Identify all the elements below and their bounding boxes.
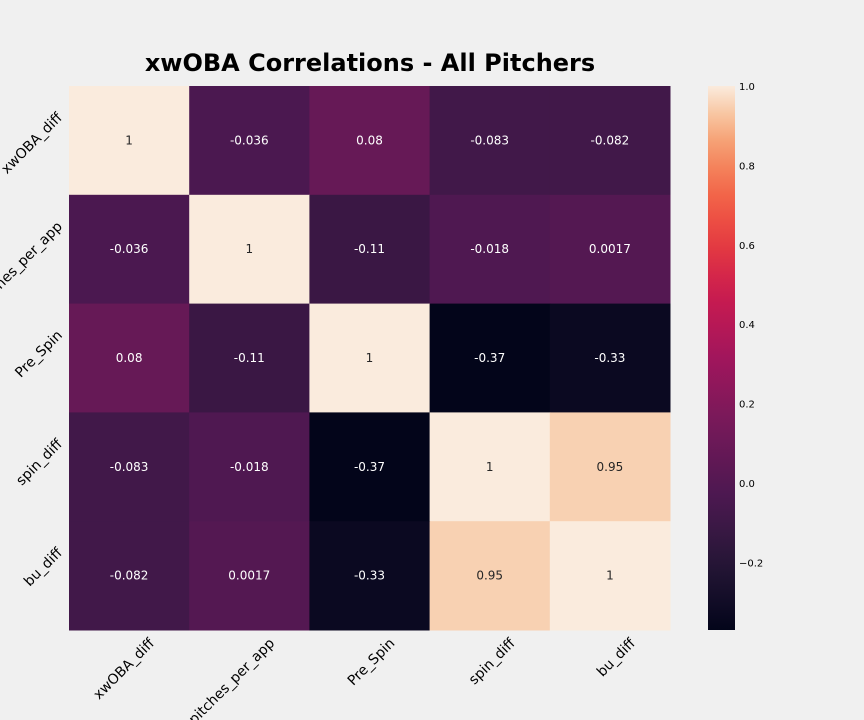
chart-title: xwOBA Correlations - All Pitchers (145, 49, 595, 77)
cell-value-label: 0.08 (116, 351, 143, 365)
y-tick-label: Pre_Spin (12, 328, 66, 382)
cell-value-label: -0.018 (230, 460, 269, 474)
cell-value-label: 1 (486, 460, 494, 474)
colorbar: 1.0 0.8 0.6 0.4 0.2 0.0 −0.2 (708, 82, 763, 630)
colorbar-tick-label: 0.6 (739, 241, 755, 252)
colorbar-tick-label: 0.4 (739, 320, 755, 331)
cell-value-label: -0.018 (470, 242, 509, 256)
cell-value-label: -0.33 (594, 351, 625, 365)
colorbar-tick-label: 0.0 (739, 479, 755, 490)
cell-value-label: -0.082 (591, 133, 630, 147)
cell-value-label: 1 (245, 242, 253, 256)
x-tick-label: Pre_Spin (345, 636, 399, 690)
cell-value-label: -0.37 (474, 351, 505, 365)
cell-value-label: -0.37 (354, 460, 385, 474)
x-tick-label: spin_diff (466, 635, 519, 688)
cell-value-label: 1 (125, 133, 133, 147)
x-tick-label: xwOBA_diff (90, 635, 158, 703)
cell-value-label: 1 (366, 351, 374, 365)
x-tick-label: bu_diff (594, 635, 639, 680)
cell-value-label: -0.11 (234, 351, 265, 365)
cell-value-label: -0.11 (354, 242, 385, 256)
cell-value-label: -0.082 (110, 569, 149, 583)
y-tick-label: xwOBA_diff (0, 110, 66, 178)
cell-value-label: -0.33 (354, 569, 385, 583)
cell-value-label: -0.036 (110, 242, 149, 256)
colorbar-tick-label: 0.8 (739, 161, 755, 172)
colorbar-tick-label: 1.0 (739, 82, 755, 93)
cell-value-label: 0.08 (356, 133, 383, 147)
y-tick-label: pitches_per_app (0, 219, 66, 311)
cell-value-label: 1 (606, 569, 614, 583)
colorbar-tick-label: −0.2 (739, 558, 763, 569)
cell-value-label: -0.036 (230, 133, 269, 147)
cell-value-label: -0.083 (470, 133, 509, 147)
y-tick-labels: xwOBA_diff pitches_per_app Pre_Spin spin_di… (0, 110, 66, 590)
heatmap-cells: 1 -0.036 0.08 -0.083 -0.082 -0.036 1 -0.11 -0.01… (69, 86, 671, 631)
x-tick-label: pitches_per_app (186, 635, 278, 720)
y-tick-label: bu_diff (21, 545, 66, 590)
cell-value-label: 0.95 (476, 569, 503, 583)
colorbar-tick-label: 0.2 (739, 400, 755, 411)
cell-value-label: 0.0017 (228, 569, 270, 583)
x-tick-labels: xwOBA_diff pitches_per_app Pre_Spin spin_di… (90, 635, 638, 720)
cell-value-label: 0.0017 (589, 242, 631, 256)
cell-value-label: 0.95 (597, 460, 624, 474)
y-tick-label: spin_diff (13, 436, 66, 489)
cell-value-label: -0.083 (110, 460, 149, 474)
colorbar-gradient (708, 86, 735, 630)
